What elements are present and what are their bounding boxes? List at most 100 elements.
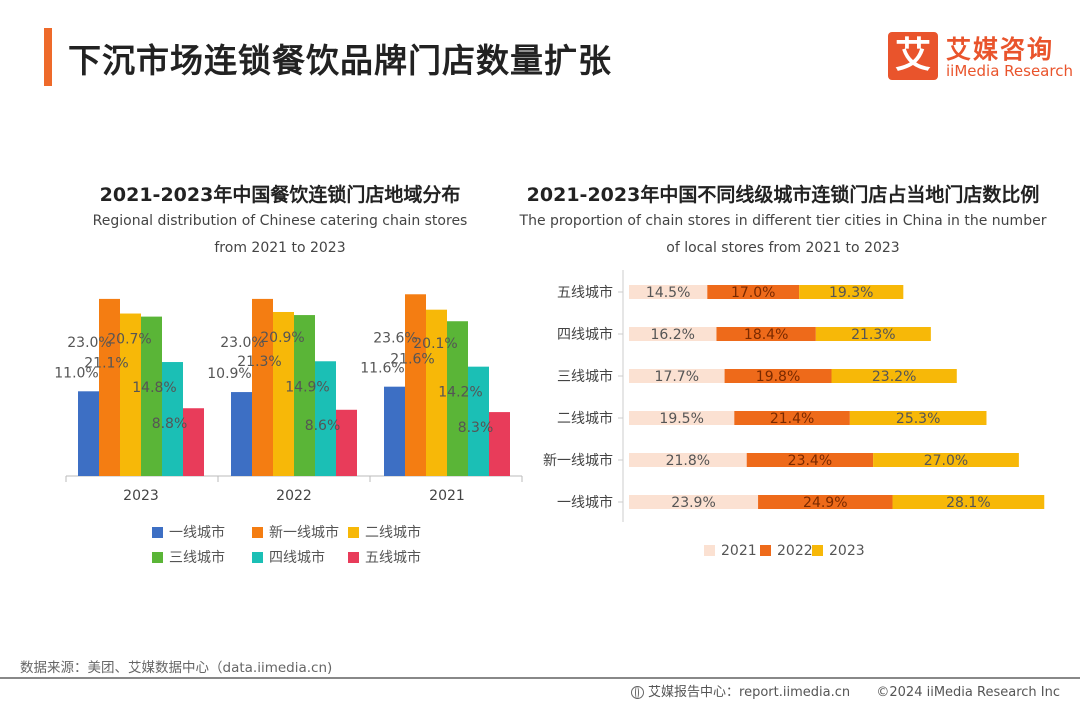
bar-value-label: 8.3% (458, 420, 494, 436)
category-label: 四线城市 (557, 326, 613, 343)
bar-value-label: 11.6% (360, 361, 404, 377)
segment-二线城市-2021 (629, 411, 735, 425)
legend-label: 四线城市 (269, 550, 325, 566)
bar-2022-item-2 (273, 311, 294, 476)
bar-2022-item-4 (315, 361, 336, 476)
bar-2023-item-3 (141, 316, 162, 476)
regional-distribution-chart: 11.0% 23.0% 21.1% 20.7% 14.8% 8.8% 2023 10.9% 23… (54, 294, 523, 504)
segment-value-label: 21.8% (666, 453, 710, 469)
legend-swatch (812, 545, 823, 556)
segment-value-label: 23.9% (671, 495, 715, 511)
category-label: 五线城市 (557, 284, 613, 301)
bar-value-label: 23.6% (373, 330, 417, 346)
legend-label: 五线城市 (365, 550, 421, 566)
legend-label: 二线城市 (365, 525, 421, 541)
bar-2023-item-0 (78, 391, 99, 476)
bar-2021-item-1 (405, 294, 426, 476)
bar-2023-item-1 (99, 298, 120, 476)
bar-2022-item-3 (294, 315, 315, 476)
brand-logo-block: 艾 艾媒咨询 iiMedia Research (888, 32, 1073, 80)
category-label: 新一线城市 (543, 452, 613, 469)
legend-item: 五线城市 (348, 549, 421, 567)
legend-swatch (348, 552, 359, 563)
bar-2021-item-0 (384, 386, 405, 476)
segment-value-label: 28.1% (946, 495, 990, 511)
legend-swatch (152, 527, 163, 538)
segment-value-label: 18.4% (744, 327, 788, 343)
report-center-link[interactable]: 艾媒报告中心：report.iimedia.cn (648, 685, 851, 700)
bar-value-label: 20.1% (413, 336, 457, 352)
segment-一线城市-2022 (758, 495, 893, 509)
bar-value-label: 23.0% (220, 335, 264, 351)
bar-value-label: 8.8% (152, 416, 188, 432)
segment-value-label: 27.0% (924, 453, 968, 469)
segment-value-label: 17.0% (731, 285, 775, 301)
bar-2021-item-4 (468, 366, 489, 476)
bar-2023-item-5 (183, 408, 204, 476)
right-chart-subtitle-line2: of local stores from 2021 to 2023 (666, 240, 900, 256)
category-label: 三线城市 (557, 368, 613, 385)
footer-divider (0, 677, 1080, 679)
right-chart-subtitle: The proportion of chain stores in differ… (508, 208, 1058, 262)
bar-value-label: 8.6% (305, 418, 341, 434)
segment-三线城市-2023 (831, 369, 957, 383)
x-tick-label: 2021 (429, 488, 465, 504)
segment-value-label: 25.3% (896, 411, 940, 427)
bar-value-label: 14.8% (132, 380, 176, 396)
legend-item: 2021 (704, 542, 757, 560)
category-label: 一线城市 (557, 494, 613, 511)
bar-value-label: 10.9% (207, 366, 251, 382)
data-source-note: 数据来源：美团、艾媒数据中心（data.iimedia.cn) (20, 660, 333, 676)
legend-item: 2022 (760, 542, 813, 560)
brand-name-en: iiMedia Research (946, 62, 1073, 80)
legend-swatch (348, 527, 359, 538)
bar-2022-item-0 (231, 392, 252, 476)
bar-value-label: 14.9% (285, 379, 329, 395)
legend-swatch (252, 527, 263, 538)
segment-新一线城市-2021 (629, 453, 747, 467)
page-title: 下沉市场连锁餐饮品牌门店数量扩张 (68, 41, 612, 80)
bar-2022-item-5 (336, 409, 357, 476)
segment-五线城市-2021 (629, 285, 708, 299)
bar-2022-item-1 (252, 298, 273, 476)
bar-value-label: 20.7% (107, 332, 151, 348)
legend-label: 三线城市 (169, 550, 225, 566)
bar-value-label: 11.0% (54, 365, 98, 381)
segment-value-label: 19.3% (829, 285, 873, 301)
segment-value-label: 19.8% (756, 369, 800, 385)
copyright-text: ©2024 iiMedia Research Inc (876, 685, 1060, 700)
segment-value-label: 21.3% (851, 327, 895, 343)
legend-swatch (760, 545, 771, 556)
segment-三线城市-2022 (724, 369, 832, 383)
legend-item: 一线城市 (152, 524, 225, 542)
legend-label: 新一线城市 (269, 525, 339, 541)
legend-swatch (152, 552, 163, 563)
legend-swatch (252, 552, 263, 563)
legend-item: 三线城市 (152, 549, 225, 567)
segment-一线城市-2023 (892, 495, 1045, 509)
legend-label: 2023 (829, 543, 865, 559)
bar-2021-item-2 (426, 309, 447, 476)
left-chart-title: 2021-2023年中国餐饮连锁门店地域分布 (99, 184, 461, 206)
x-tick-label: 2022 (276, 488, 312, 504)
segment-二线城市-2022 (734, 411, 850, 425)
bar-2023-item-4 (162, 362, 183, 476)
category-label: 二线城市 (557, 410, 613, 427)
legend-item: 二线城市 (348, 524, 421, 542)
segment-value-label: 17.7% (655, 369, 699, 385)
brand-logo-icon: 艾 (888, 32, 938, 80)
segment-value-label: 14.5% (646, 285, 690, 301)
segment-四线城市-2023 (815, 327, 931, 341)
segment-value-label: 19.5% (659, 411, 703, 427)
segment-value-label: 23.2% (872, 369, 916, 385)
segment-二线城市-2023 (849, 411, 987, 425)
segment-一线城市-2021 (629, 495, 759, 509)
segment-value-label: 16.2% (650, 327, 694, 343)
segment-五线城市-2023 (799, 285, 904, 299)
left-chart-subtitle: Regional distribution of Chinese caterin… (40, 208, 520, 262)
right-chart-title: 2021-2023年中国不同线级城市连锁门店占当地门店数比例 (526, 184, 1040, 206)
left-chart-subtitle-line2: from 2021 to 2023 (214, 240, 346, 256)
segment-五线城市-2022 (707, 285, 800, 299)
legend-swatch (704, 545, 715, 556)
bar-value-label: 21.6% (390, 352, 434, 368)
